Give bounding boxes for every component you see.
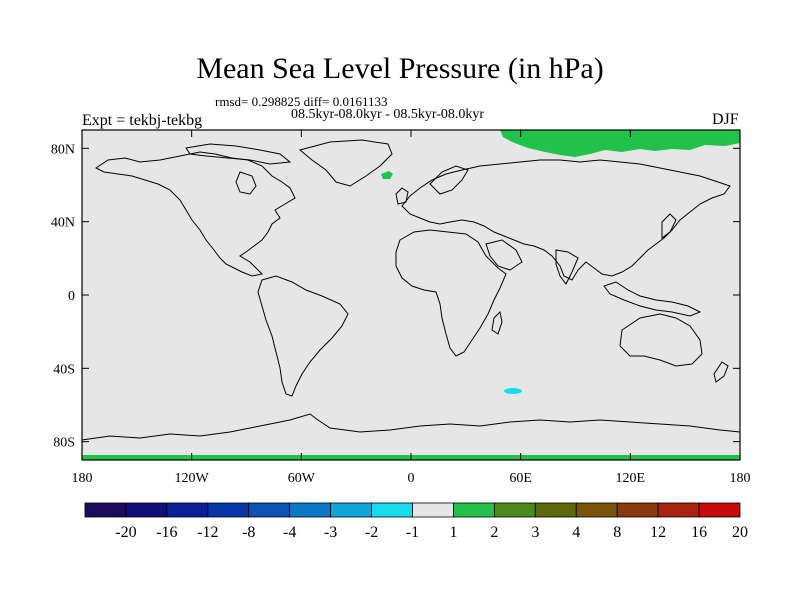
coastlines [81, 139, 741, 441]
coastline-scandinavia [429, 165, 469, 195]
lat-label: 40N [51, 216, 75, 231]
colorbar-label: -3 [324, 524, 337, 541]
colorbar-swatch [657, 502, 700, 518]
coastline-arctic-islands [185, 143, 292, 165]
coastline-japan [661, 213, 677, 239]
colorbar-label: 20 [732, 524, 748, 541]
colorbar-label: -8 [242, 524, 255, 541]
colorbar-swatch [698, 502, 741, 518]
coastline-india [555, 249, 579, 285]
lon-label: 120W [175, 471, 210, 486]
axis-ticks [81, 130, 741, 460]
colorbar-label: 12 [650, 524, 666, 541]
colorbar-label: -16 [156, 524, 177, 541]
colorbar-swatch [248, 502, 291, 518]
lon-label: 120E [616, 471, 646, 486]
colorbar-label: -12 [197, 524, 218, 541]
lon-label: 60E [509, 471, 532, 486]
lat-label: 80S [53, 436, 75, 451]
arctic-positive-anomaly [500, 130, 740, 157]
colorbar-label: 16 [691, 524, 707, 541]
lon-label: 180 [730, 471, 751, 486]
lat-label: 80N [51, 142, 75, 157]
colorbar-label: 8 [613, 524, 621, 541]
coastline-madagascar [491, 310, 503, 335]
colorbar-labels: -20 -16 -12 -8 -4 -3 -2 -1 1 2 3 4 8 12 16 20 [115, 524, 748, 541]
colorbar-label: -2 [365, 524, 378, 541]
map-field [82, 130, 740, 460]
colorbar-label: -4 [283, 524, 296, 541]
colorbar-label: 4 [572, 524, 580, 541]
coastline-australia [619, 313, 703, 367]
experiment-label: Expt = tekbj-tekbg [82, 112, 203, 129]
coastline-greenland [298, 139, 393, 187]
colorbar-swatch [207, 502, 250, 518]
coastline-new-zealand [713, 361, 729, 383]
colorbar-swatch [166, 502, 209, 518]
colorbar-swatch [125, 502, 168, 518]
colorbar-label: 1 [449, 524, 457, 541]
colorbar-swatch [289, 502, 332, 518]
colorbar-swatch [534, 502, 577, 518]
colorbar-swatch [84, 502, 127, 518]
lon-label: 180 [72, 471, 93, 486]
coastline-southeast-asia [603, 281, 702, 317]
colorbar [84, 502, 741, 518]
stats-text: rmsd= 0.298825 diff= 0.0161133 [215, 94, 388, 109]
colorbar-label: 2 [490, 524, 498, 541]
period-text: 08.5kyr-08.0kyr - 08.5kyr-08.0kyr [291, 107, 485, 122]
colorbar-swatch [412, 502, 454, 518]
lat-label: 40S [53, 362, 75, 377]
colorbar-label: -1 [406, 524, 419, 541]
greenland-positive-anomaly [381, 171, 393, 179]
colorbar-label: -20 [115, 524, 136, 541]
coastline-british-isles [395, 187, 409, 205]
colorbar-swatch [330, 502, 372, 518]
coastline-eurasia [401, 159, 731, 281]
lon-label: 0 [408, 471, 415, 486]
map-panel: 80N 40N 0 40S 80S 180 120W 60W 0 60E 120E 180 [51, 129, 751, 486]
colorbar-swatch [453, 502, 495, 518]
coastline-africa [395, 229, 507, 357]
lat-label: 0 [68, 289, 75, 304]
coastline-south-america [257, 275, 349, 397]
colorbar-label: 3 [531, 524, 539, 541]
coastline-arabia [485, 239, 523, 271]
longitude-labels: 180 120W 60W 0 60E 120E 180 [72, 471, 751, 486]
colorbar-swatch [575, 502, 618, 518]
colorbar-swatch [616, 502, 659, 518]
coastline-hudson-bay [235, 171, 257, 195]
season-label: DJF [712, 111, 739, 128]
coastline-north-america [95, 151, 296, 277]
coastline-antarctica [81, 413, 741, 441]
latitude-labels: 80N 40N 0 40S 80S [51, 142, 75, 450]
lon-label: 60W [288, 471, 316, 486]
colorbar-swatch [493, 502, 536, 518]
southern-ocean-negative-anomaly [504, 388, 522, 394]
colorbar-swatch [371, 502, 413, 518]
plot-title: Mean Sea Level Pressure (in hPa) [196, 52, 604, 85]
